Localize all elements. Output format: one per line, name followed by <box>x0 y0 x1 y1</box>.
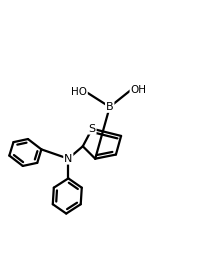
Text: OH: OH <box>130 85 146 95</box>
Text: HO: HO <box>71 87 87 97</box>
Text: N: N <box>64 154 72 164</box>
Text: B: B <box>105 102 113 112</box>
Text: S: S <box>88 124 95 134</box>
